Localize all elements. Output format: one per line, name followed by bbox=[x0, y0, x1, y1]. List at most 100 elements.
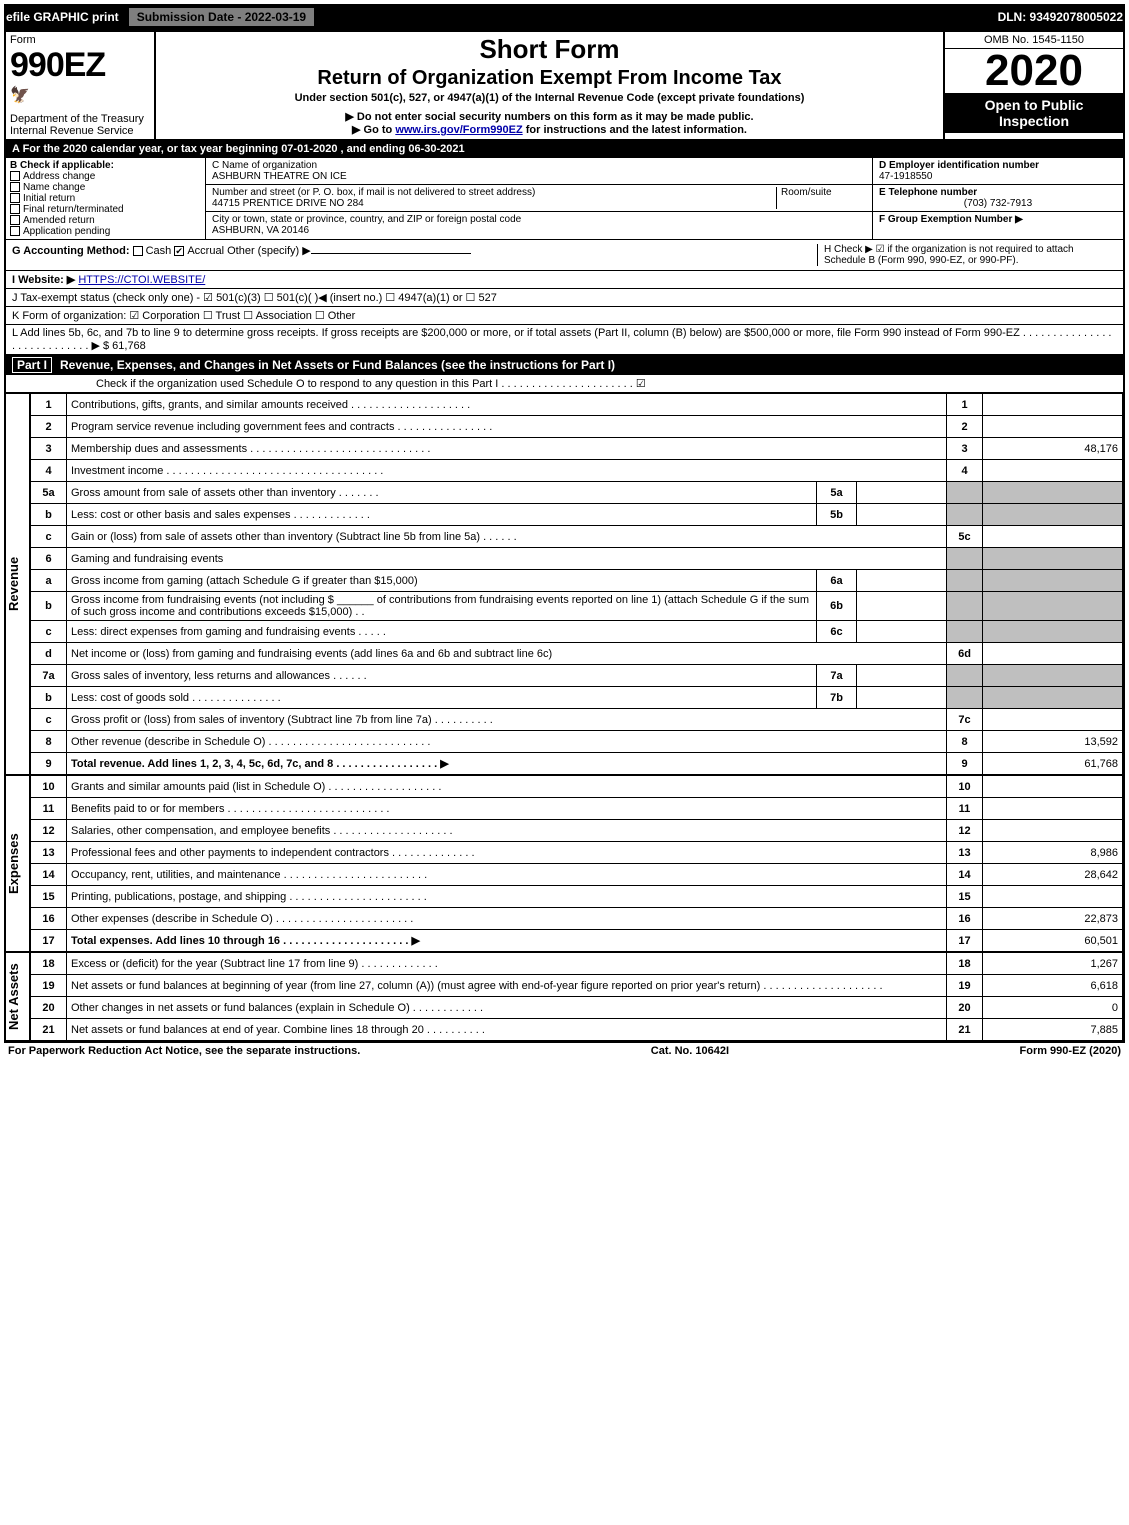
sh-5b bbox=[947, 504, 983, 526]
ln-16: 16 bbox=[31, 908, 67, 930]
footer-mid: Cat. No. 10642I bbox=[651, 1045, 729, 1057]
ln-11: 11 bbox=[31, 798, 67, 820]
d-14: Occupancy, rent, utilities, and maintena… bbox=[67, 864, 947, 886]
d-9b: Total revenue. Add lines 1, 2, 3, 4, 5c,… bbox=[71, 758, 449, 770]
d-6d: Net income or (loss) from gaming and fun… bbox=[67, 643, 947, 665]
ln-6c: c bbox=[31, 621, 67, 643]
i-label: I Website: ▶ bbox=[12, 274, 75, 286]
side-revenue: Revenue bbox=[6, 393, 30, 775]
row-k: K Form of organization: ☑ Corporation ☐ … bbox=[6, 307, 1123, 325]
v-19: 6,618 bbox=[983, 975, 1123, 997]
ln-15: 15 bbox=[31, 886, 67, 908]
sh-5a bbox=[947, 482, 983, 504]
d-21: Net assets or fund balances at end of ye… bbox=[67, 1019, 947, 1041]
ln-7b: b bbox=[31, 687, 67, 709]
v-4 bbox=[983, 460, 1123, 482]
website-link[interactable]: HTTPS://CTOI.WEBSITE/ bbox=[78, 274, 205, 286]
row-l: L Add lines 5b, 6c, and 7b to line 9 to … bbox=[6, 325, 1123, 355]
shv-5a bbox=[983, 482, 1123, 504]
part1-header: Part I Revenue, Expenses, and Changes in… bbox=[6, 355, 1123, 375]
ln-13: 13 bbox=[31, 842, 67, 864]
nc-5c: 5c bbox=[947, 526, 983, 548]
chk-address: Address change bbox=[23, 171, 95, 182]
v-21: 7,885 bbox=[983, 1019, 1123, 1041]
form-frame: Form 990EZ 🦅 Department of the Treasury … bbox=[4, 30, 1125, 1043]
nc-11: 11 bbox=[947, 798, 983, 820]
c-addr-value: 44715 PRENTICE DRIVE NO 284 bbox=[212, 198, 364, 209]
ln-6d: d bbox=[31, 643, 67, 665]
sv-5a bbox=[857, 482, 947, 504]
ln-10: 10 bbox=[31, 776, 67, 798]
col-b-checks: B Check if applicable: Address change Na… bbox=[6, 158, 206, 239]
ln-18: 18 bbox=[31, 953, 67, 975]
ln-14: 14 bbox=[31, 864, 67, 886]
form-number: 990EZ bbox=[10, 46, 150, 85]
nc-10: 10 bbox=[947, 776, 983, 798]
ssn-warning: ▶ Do not enter social security numbers o… bbox=[162, 110, 937, 123]
d-ein-value: 47-1918550 bbox=[879, 171, 932, 182]
shv-6c bbox=[983, 621, 1123, 643]
sb-7b: 7b bbox=[817, 687, 857, 709]
ln-7a: 7a bbox=[31, 665, 67, 687]
ln-5b: b bbox=[31, 504, 67, 526]
c-city-value: ASHBURN, VA 20146 bbox=[212, 225, 309, 236]
ln-8: 8 bbox=[31, 731, 67, 753]
nc-9: 9 bbox=[947, 753, 983, 775]
part1-label: Part I bbox=[12, 357, 52, 373]
shv-7b bbox=[983, 687, 1123, 709]
d-17: Total expenses. Add lines 10 through 16 … bbox=[67, 930, 947, 952]
sv-7a bbox=[857, 665, 947, 687]
d-ein-label: D Employer identification number bbox=[879, 160, 1039, 171]
nc-13: 13 bbox=[947, 842, 983, 864]
goto-link[interactable]: www.irs.gov/Form990EZ bbox=[395, 124, 522, 136]
c-city-label: City or town, state or province, country… bbox=[212, 214, 521, 225]
sh-6 bbox=[947, 548, 983, 570]
nc-16: 16 bbox=[947, 908, 983, 930]
d-17b: Total expenses. Add lines 10 through 16 … bbox=[71, 935, 420, 947]
nc-15: 15 bbox=[947, 886, 983, 908]
d-5a: Gross amount from sale of assets other t… bbox=[67, 482, 817, 504]
g-accrual: Accrual bbox=[187, 245, 224, 257]
sh-6b bbox=[947, 592, 983, 621]
d-13: Professional fees and other payments to … bbox=[67, 842, 947, 864]
v-12 bbox=[983, 820, 1123, 842]
d-18: Excess or (deficit) for the year (Subtra… bbox=[67, 953, 947, 975]
revenue-table: 1Contributions, gifts, grants, and simil… bbox=[30, 393, 1123, 775]
sb-6b: 6b bbox=[817, 592, 857, 621]
d-7a: Gross sales of inventory, less returns a… bbox=[67, 665, 817, 687]
d-2: Program service revenue including govern… bbox=[67, 416, 947, 438]
v-8: 13,592 bbox=[983, 731, 1123, 753]
header-right: OMB No. 1545-1150 2020 Open to Public In… bbox=[943, 32, 1123, 139]
irs-label: Internal Revenue Service bbox=[10, 125, 150, 137]
v-9: 61,768 bbox=[983, 753, 1123, 775]
ln-1: 1 bbox=[31, 394, 67, 416]
c-addr-label: Number and street (or P. O. box, if mail… bbox=[212, 187, 535, 198]
subtitle: Under section 501(c), 527, or 4947(a)(1)… bbox=[162, 92, 937, 104]
d-6b: Gross income from fundraising events (no… bbox=[67, 592, 817, 621]
sb-5a: 5a bbox=[817, 482, 857, 504]
d-7c: Gross profit or (loss) from sales of inv… bbox=[67, 709, 947, 731]
row-h: H Check ▶ ☑ if the organization is not r… bbox=[817, 244, 1117, 266]
row-i: I Website: ▶ HTTPS://CTOI.WEBSITE/ bbox=[6, 271, 1123, 289]
v-7c bbox=[983, 709, 1123, 731]
sb-6a: 6a bbox=[817, 570, 857, 592]
d-6: Gaming and fundraising events bbox=[67, 548, 947, 570]
nc-4: 4 bbox=[947, 460, 983, 482]
ln-5c: c bbox=[31, 526, 67, 548]
v-14: 28,642 bbox=[983, 864, 1123, 886]
netassets-section: Net Assets 18Excess or (deficit) for the… bbox=[6, 952, 1123, 1041]
sh-6a bbox=[947, 570, 983, 592]
d-4: Investment income . . . . . . . . . . . … bbox=[67, 460, 947, 482]
d-10: Grants and similar amounts paid (list in… bbox=[67, 776, 947, 798]
sh-7a bbox=[947, 665, 983, 687]
row-j: J Tax-exempt status (check only one) - ☑… bbox=[6, 289, 1123, 307]
page-footer: For Paperwork Reduction Act Notice, see … bbox=[4, 1043, 1125, 1059]
title-return: Return of Organization Exempt From Incom… bbox=[162, 67, 937, 90]
ln-6b: b bbox=[31, 592, 67, 621]
nc-1: 1 bbox=[947, 394, 983, 416]
top-bar: efile GRAPHIC print Submission Date - 20… bbox=[4, 4, 1125, 30]
ln-9: 9 bbox=[31, 753, 67, 775]
nc-19: 19 bbox=[947, 975, 983, 997]
part1-title: Revenue, Expenses, and Changes in Net As… bbox=[60, 358, 615, 372]
section-a: A For the 2020 calendar year, or tax yea… bbox=[6, 141, 1123, 158]
